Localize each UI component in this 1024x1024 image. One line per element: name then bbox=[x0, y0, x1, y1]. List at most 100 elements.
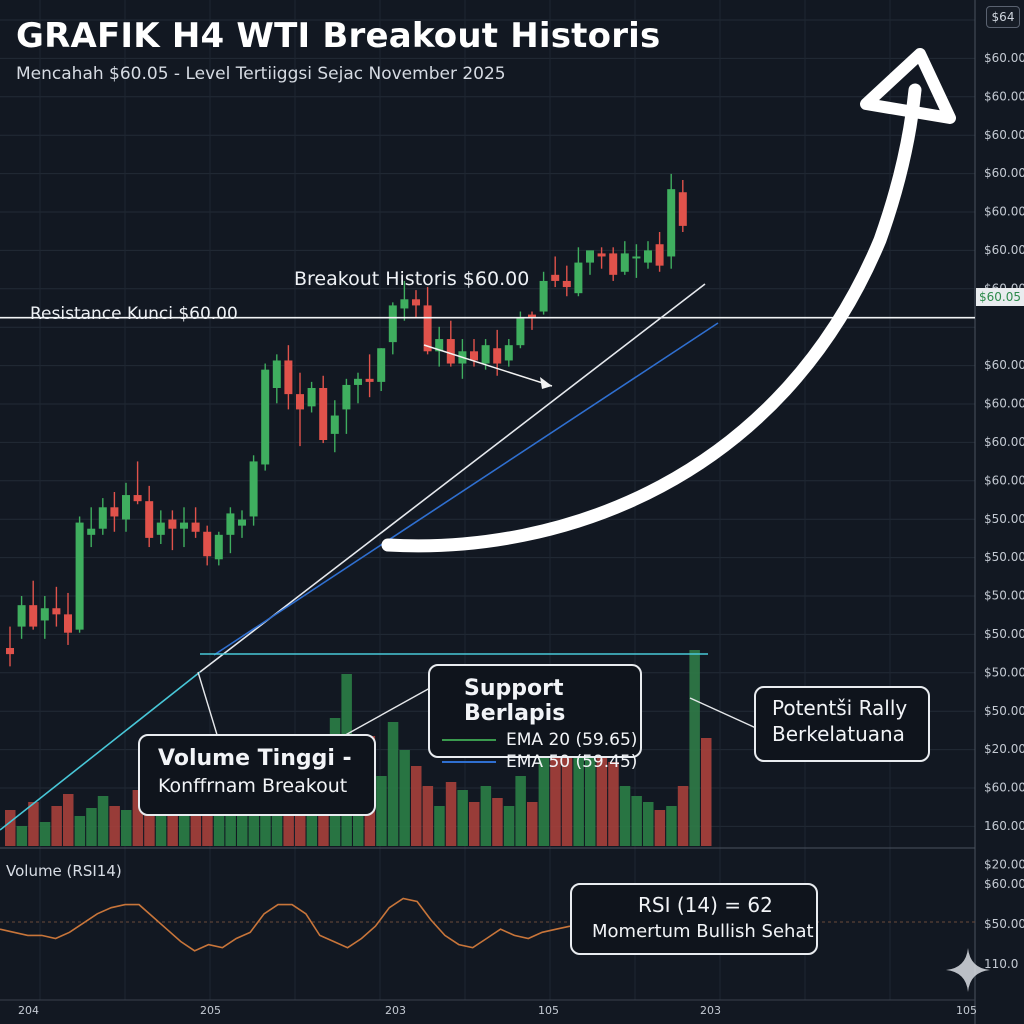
volume-bar bbox=[86, 808, 97, 846]
price-axis-label: $60.00 bbox=[984, 781, 1024, 795]
candle-body bbox=[330, 415, 339, 434]
time-axis-label: 204 bbox=[18, 1004, 39, 1017]
volume-bar bbox=[480, 786, 492, 846]
volume-bar bbox=[202, 790, 213, 846]
ema50-legend: EMA 50 (59.45) bbox=[442, 752, 640, 772]
volume-bar bbox=[666, 806, 677, 846]
rsi-line bbox=[0, 897, 571, 952]
candle-body bbox=[609, 253, 618, 275]
candle-body bbox=[75, 522, 84, 630]
candle-body bbox=[551, 274, 560, 281]
candle-body bbox=[493, 348, 502, 364]
price-axis-label: $60.00 bbox=[984, 397, 1024, 411]
candle-body bbox=[412, 299, 420, 306]
candle-body bbox=[586, 250, 594, 263]
price-axis-label: $20.00 bbox=[984, 742, 1024, 756]
price-axis-label: $60.00 bbox=[984, 358, 1024, 372]
volume-bar bbox=[63, 794, 74, 846]
rally-box-line2: Berkelatuana bbox=[772, 722, 905, 746]
volume-annotation-box: Volume Tinggi - Konffrnam Breakout bbox=[138, 734, 376, 816]
volume-bar bbox=[411, 766, 422, 846]
candle-body bbox=[655, 244, 664, 266]
candle-body bbox=[168, 519, 177, 529]
candle-body bbox=[354, 378, 362, 385]
volume-bar bbox=[399, 750, 410, 846]
rsi-panel bbox=[0, 897, 975, 952]
candle-body bbox=[423, 305, 432, 352]
candle-body bbox=[6, 648, 14, 655]
volume-bar bbox=[585, 730, 596, 846]
candle-body bbox=[574, 262, 583, 294]
rsi-box-line1: RSI (14) = 62 bbox=[638, 893, 773, 917]
chart-title: GRAFIK H4 WTI Breakout Historis bbox=[16, 16, 661, 56]
volume-bar bbox=[561, 690, 573, 846]
chart-subtitle: Mencahah $60.05 - Level Tertiiggsi Sejac… bbox=[16, 64, 506, 84]
time-axis-label: 203 bbox=[700, 1004, 721, 1017]
trend-line bbox=[199, 283, 706, 673]
candle-body bbox=[400, 299, 409, 309]
support-connector-a bbox=[339, 687, 431, 739]
candle-body bbox=[377, 348, 386, 382]
candle-body bbox=[52, 608, 61, 615]
candle-body bbox=[504, 345, 513, 361]
sparkle-icon bbox=[946, 948, 990, 992]
volume-box-title: Volume Tinggi - bbox=[158, 746, 352, 771]
volume-bar bbox=[16, 826, 28, 846]
candle-body bbox=[272, 360, 281, 388]
rally-arrow-head bbox=[860, 48, 956, 124]
volume-bar bbox=[701, 738, 712, 846]
candle-body bbox=[40, 608, 49, 621]
candle-body bbox=[516, 317, 525, 346]
corner-price-tag: $64 bbox=[986, 6, 1020, 28]
volume-bar bbox=[677, 786, 689, 846]
price-axis: $60.00 $60.00 $60.00 $60.00 $60.00 $60.00 $60.… bbox=[984, 51, 1024, 971]
volume-bar bbox=[689, 650, 700, 846]
ema50-legend-swatch bbox=[442, 761, 496, 763]
volume-bar bbox=[213, 814, 225, 846]
candle-body bbox=[261, 369, 270, 465]
volume-bar bbox=[492, 798, 503, 846]
candle-body bbox=[539, 280, 548, 312]
rally-connector bbox=[689, 697, 757, 729]
candle-body bbox=[388, 305, 397, 343]
ema50-line bbox=[213, 322, 719, 656]
rsi-box-line2: Momertum Bullish Sehat bbox=[592, 921, 814, 942]
volume-bar bbox=[51, 806, 62, 846]
candle-body bbox=[87, 528, 96, 535]
candle-body bbox=[342, 384, 351, 410]
volume-bar bbox=[422, 786, 434, 846]
volume-bar bbox=[248, 786, 260, 846]
candle-body bbox=[446, 339, 455, 364]
volume-bar bbox=[550, 716, 561, 846]
volume-bar bbox=[28, 802, 39, 846]
candle-body bbox=[203, 531, 212, 557]
time-axis-label: 205 bbox=[200, 1004, 221, 1017]
candle-body bbox=[17, 605, 26, 627]
candle-body bbox=[307, 388, 316, 407]
candle-body bbox=[226, 513, 235, 535]
ema20-legend-text: EMA 20 (59.65) bbox=[506, 730, 638, 750]
candle-body bbox=[110, 507, 119, 517]
rally-annotation-box: Potentši Rally Berkelatuana bbox=[754, 686, 930, 762]
volume-bar bbox=[527, 802, 538, 846]
candle-body bbox=[284, 360, 293, 395]
candle-body bbox=[562, 280, 571, 288]
rally-arrow-curve bbox=[381, 83, 922, 553]
volume-box-subtitle: Konffrnam Breakout bbox=[158, 775, 348, 797]
volume-bar bbox=[445, 782, 457, 846]
volume-bar bbox=[167, 796, 178, 846]
price-axis-label: $50.00 bbox=[984, 589, 1024, 603]
volume-bar bbox=[631, 796, 642, 846]
price-axis-label: $60.00 bbox=[984, 473, 1024, 487]
price-axis-label: $60.00 bbox=[984, 166, 1024, 180]
volume-bar bbox=[573, 682, 584, 846]
time-axis-label: 105 bbox=[956, 1004, 977, 1017]
volume-bar bbox=[237, 802, 248, 846]
resistance-label: Resistance Kunci $60.00 bbox=[30, 304, 238, 324]
price-axis-label: 160.00 bbox=[984, 819, 1024, 833]
rsi-axis-label: $50.00 bbox=[984, 917, 1024, 931]
volume-bar bbox=[608, 762, 619, 846]
price-axis-label: $60.00 bbox=[984, 51, 1024, 65]
price-axis-label: $60.00 bbox=[984, 205, 1024, 219]
